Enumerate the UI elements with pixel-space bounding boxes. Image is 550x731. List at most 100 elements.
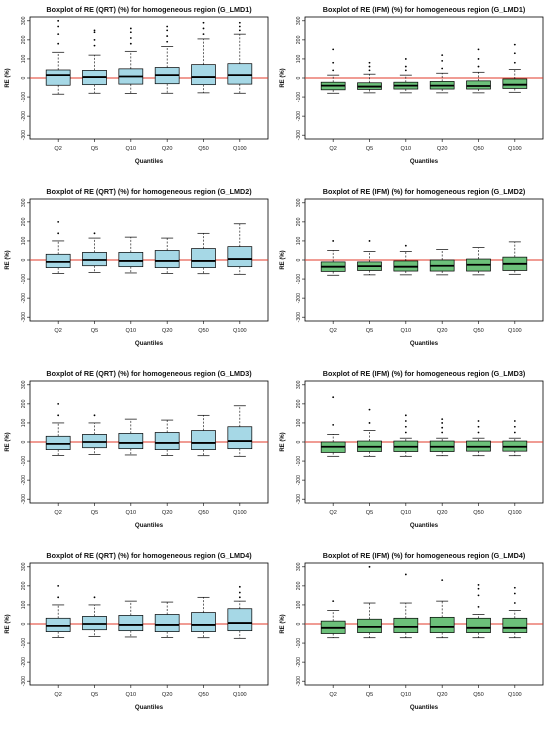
outlier-point bbox=[93, 29, 96, 32]
box-body bbox=[227, 246, 253, 268]
box-Q2 bbox=[45, 19, 71, 95]
outlier-point bbox=[166, 35, 169, 37]
x-axis-label: Quantiles bbox=[135, 340, 164, 347]
y-tick-label: 200 bbox=[21, 581, 27, 590]
x-tick-label: Q100 bbox=[233, 510, 247, 516]
x-tick-label: Q50 bbox=[198, 328, 209, 334]
y-axis-label: RE (%) bbox=[280, 432, 286, 451]
box-Q100 bbox=[502, 241, 528, 275]
outlier-point bbox=[166, 40, 169, 43]
outlier-point bbox=[238, 591, 241, 594]
x-tick-label: Q100 bbox=[233, 692, 247, 698]
x-tick-label: Q5 bbox=[366, 328, 373, 334]
box-Q5 bbox=[357, 408, 382, 457]
x-axis-label: Quantiles bbox=[410, 522, 439, 529]
y-tick-label: 0 bbox=[21, 76, 27, 79]
outlier-point bbox=[238, 585, 241, 588]
outlier-point bbox=[129, 27, 132, 30]
box-Q50 bbox=[191, 21, 216, 94]
x-tick-label: Q100 bbox=[508, 510, 522, 516]
y-tick-label: 100 bbox=[21, 236, 27, 245]
y-tick-label: 0 bbox=[296, 76, 302, 79]
box-body bbox=[502, 617, 528, 633]
outlier-point bbox=[57, 596, 60, 599]
outlier-point bbox=[513, 52, 516, 55]
y-axis-label: RE (%) bbox=[280, 614, 286, 633]
box-body bbox=[191, 248, 216, 268]
box-Q2 bbox=[320, 240, 346, 276]
x-tick-label: Q20 bbox=[162, 692, 173, 698]
box-Q100 bbox=[227, 21, 253, 94]
y-tick-label: -200 bbox=[21, 293, 27, 303]
x-tick-label: Q100 bbox=[233, 328, 247, 334]
box-body bbox=[118, 615, 144, 632]
x-tick-label: Q50 bbox=[473, 510, 484, 516]
outlier-point bbox=[57, 33, 60, 36]
y-tick-label: 300 bbox=[296, 380, 302, 389]
box-Q2 bbox=[45, 220, 71, 274]
outlier-point bbox=[513, 602, 516, 604]
box-Q2 bbox=[45, 402, 71, 456]
x-tick-label: Q100 bbox=[508, 146, 522, 152]
y-tick-label: 300 bbox=[21, 198, 27, 207]
box-Q100 bbox=[227, 223, 253, 275]
outlier-point bbox=[441, 59, 444, 62]
outlier-point bbox=[202, 27, 205, 30]
box-Q2 bbox=[320, 600, 346, 639]
box-Q5 bbox=[82, 414, 107, 455]
box-body bbox=[429, 616, 455, 633]
box-Q100 bbox=[502, 43, 528, 93]
x-tick-label: Q20 bbox=[437, 328, 448, 334]
outlier-point bbox=[513, 586, 516, 589]
y-tick-label: 300 bbox=[21, 380, 27, 389]
outlier-point bbox=[477, 65, 480, 68]
x-tick-label: Q50 bbox=[198, 146, 209, 152]
x-tick-label: Q2 bbox=[54, 328, 61, 334]
y-tick-label: -200 bbox=[21, 657, 27, 667]
x-tick-label: Q2 bbox=[329, 328, 336, 334]
y-tick-label: 0 bbox=[296, 258, 302, 261]
y-tick-label: -300 bbox=[21, 312, 27, 322]
box-Q10 bbox=[393, 58, 419, 94]
box-Q10 bbox=[118, 600, 144, 638]
y-tick-label: 300 bbox=[296, 16, 302, 25]
outlier-point bbox=[368, 65, 371, 68]
box-Q2 bbox=[45, 584, 71, 638]
outlier-point bbox=[368, 61, 371, 64]
y-tick-label: -300 bbox=[296, 676, 302, 686]
x-tick-label: Q5 bbox=[366, 146, 373, 152]
outlier-point bbox=[93, 31, 96, 34]
outlier-point bbox=[332, 240, 335, 242]
x-tick-label: Q20 bbox=[162, 328, 173, 334]
box-Q10 bbox=[118, 27, 144, 94]
outlier-point bbox=[477, 420, 480, 422]
outlier-point bbox=[129, 37, 132, 39]
outlier-point bbox=[332, 396, 335, 399]
x-tick-label: Q5 bbox=[91, 692, 98, 698]
outlier-point bbox=[441, 54, 444, 57]
y-axis-label: RE (%) bbox=[5, 614, 11, 633]
outlier-point bbox=[477, 425, 480, 428]
x-tick-label: Q10 bbox=[401, 146, 412, 152]
box-Q5 bbox=[357, 61, 382, 94]
x-tick-label: Q50 bbox=[473, 146, 484, 152]
outlier-point bbox=[332, 423, 335, 426]
x-tick-label: Q10 bbox=[401, 328, 412, 334]
outlier-point bbox=[332, 48, 335, 51]
x-tick-label: Q100 bbox=[508, 692, 522, 698]
outlier-point bbox=[441, 422, 444, 424]
outlier-point bbox=[404, 69, 407, 72]
chart-title: Boxplot of RE (QRT) (%) for homogeneous … bbox=[46, 369, 252, 378]
x-tick-label: Q20 bbox=[437, 692, 448, 698]
box-Q50 bbox=[191, 232, 216, 275]
outlier-point bbox=[57, 19, 60, 22]
y-tick-label: 200 bbox=[296, 399, 302, 408]
box-body bbox=[154, 250, 180, 268]
outlier-point bbox=[166, 25, 169, 28]
box-Q10 bbox=[393, 414, 419, 457]
box-body bbox=[45, 435, 71, 450]
x-axis-label: Quantiles bbox=[135, 704, 164, 711]
box-Q20 bbox=[429, 418, 455, 457]
y-tick-label: 200 bbox=[296, 217, 302, 226]
